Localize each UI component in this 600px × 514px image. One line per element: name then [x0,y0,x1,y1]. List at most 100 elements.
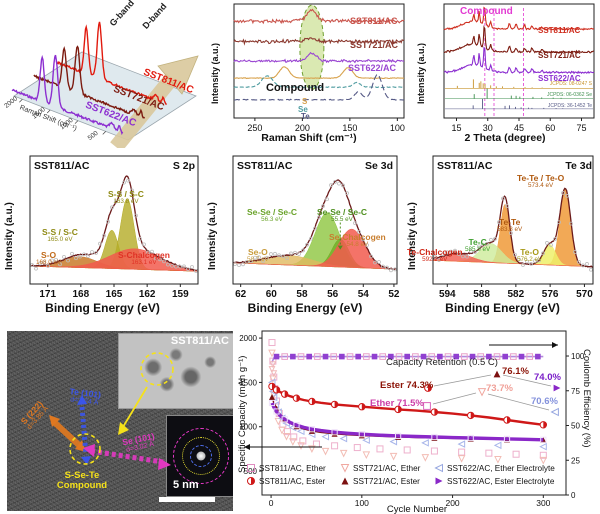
legend-item: SST622/AC, Ether Electrolyte [434,463,555,473]
retention-ester-622: 74.0% [534,372,561,383]
xps-se3d-plot: 62 60 58 56 54 52 [232,155,400,300]
axis-tick-label: 200 [445,498,459,508]
retention-ester-811: Ester 74.3% [380,380,434,391]
s-lattice-bar [51,419,83,449]
axis-tick-label: 1500 [239,378,257,387]
se-lattice-bar [90,448,164,465]
legend-marker [247,464,255,472]
legend-item: SST811/AC, Ester [246,476,325,486]
compound-label: S-Se-Te Compound [45,470,119,492]
xps-te3d-panel: 594 588 582 576 570 SST811/AC Te 3d Intensit… [405,148,600,325]
peak-name: Se-Chalcogen [329,232,386,242]
legend-label: SST721/AC, Ether [353,463,421,473]
te3d-peak-label: Te-Te 583.8 eV [497,217,522,234]
s2p-peak-label: S-S / S-C 163.8 eV [108,189,144,206]
xrd-plot: 15 30 45 60 75 [443,3,595,133]
axis-tick-label: 75 [571,387,580,396]
raman-label-sst811: SST811/AC [350,16,398,26]
s2p-peak-label: S-Chalcogen 163.1 eV [118,250,170,267]
raman-panel: 250 200 150 100 Intensity (a.u.) Raman Shif… [208,0,410,148]
te-lattice-bar [79,406,89,456]
peak-ev: 585.8 eV [465,246,491,254]
s2p-peak-label: S-S / S-C 165.0 eV [42,227,78,244]
xrd-label-sst622: SST622/AC [538,74,581,83]
axis-tick-label: 200 [295,123,310,133]
peak-name: S-S / S-C [108,189,144,199]
axis-tick-label: 15 [451,123,461,133]
se-lattice-arrow-head [83,444,95,457]
axis-tick-label: 75 [576,123,586,133]
axis-tick-label: 60 [545,123,555,133]
raman-label-se: Se [298,105,308,114]
te-lattice-arrow-head [81,456,91,465]
s2p-x-axis-label: Binding Energy (eV) [45,301,160,315]
compound-line2: Compound [56,480,108,492]
jcpds-label-te: JCPDS: 36-1452 Te [547,103,592,109]
peak-name: S-S / S-C [42,227,78,237]
raman-label-te: Te [301,112,310,121]
s2p-peak-label: S-O 168.0 eV [36,250,61,267]
raman-y-axis-label: Intensity (a.u.) [210,42,220,104]
legend-marker [341,477,349,485]
axis-tick-label: 159 [172,289,189,300]
axis-tick-label: 54 [358,289,370,300]
peak-name: S-O [41,250,57,260]
tem-annotations [49,352,174,470]
fft-ring-inner [189,445,212,467]
axis-tick-label: 150 [342,123,357,133]
s2p-y-axis-label: Intensity (a.u.) [4,202,15,270]
te3d-sample-label: SST811/AC [437,160,493,172]
raman-plot: 250 200 150 100 [233,3,405,133]
tem-inset-image [118,333,233,409]
xrd-compound-label: Compound [460,6,513,17]
peak-ev: 592.2 eV [422,256,448,264]
axis-tick-label: 100 [355,498,369,508]
compound-label: Compound [266,82,325,94]
axis-tick-label: 1000 [239,423,257,432]
legend-item: SST721/AC, Ester [340,476,420,486]
raman-label-s: S [302,97,308,106]
peak-ev: 163.8 eV [113,198,139,206]
raman-label-sst622: SST622/AC [348,63,397,73]
xrd-label-sst811: SST811/AC [538,26,581,35]
axis-tick-label: 30 [483,123,493,133]
xps-te3d-plot: 594 588 582 576 570 [432,155,594,300]
fft-ring-outer [172,428,229,484]
axis-tick-label: 300 [536,498,550,508]
peak-name: Te-Te / Te-O [517,173,565,183]
xrd-x-axis-label: 2 Theta (degree) [464,132,546,144]
se3d-peak-label: Se-O 58.7 eV [247,247,269,264]
axis-tick-label: 162 [139,289,156,300]
peak-name: Se-Se / Se-C [317,207,368,217]
se3d-peak-label: Se-Se / Se-C 55.5 eV [317,207,368,224]
peak-ev: 55.5 eV [331,216,353,224]
axis-tick-label: 0 [571,491,576,500]
peak-ev: 576.2 eV [517,256,543,264]
legend-label: SST811/AC, Ether [259,463,326,473]
xps-se3d-panel: 62 60 58 56 54 52 SST811/AC Se 3d Intensity (… [205,148,405,325]
peak-ev: 573.4 eV [528,182,554,190]
legend-marker [340,464,350,473]
legend-item: SST622/AC, Ester Electrolyte [434,476,554,486]
axis-tick-label: 500 [87,130,100,142]
legend-item: SST811/AC, Ether [246,463,326,473]
tem-panel: SST811/AC S (222) d=3.85 Å Te (101) d=3.… [7,331,233,511]
te3d-peak-label: Te-O 576.2 eV [517,247,543,264]
axis-tick-label: 100 [390,123,405,133]
legend-marker [434,463,443,473]
axis-tick-label: 165 [106,289,123,300]
peak-name: Se-O [247,247,268,257]
axis-tick-label: 171 [39,289,56,300]
axis-tick-label: 62 [235,289,247,300]
retention-ether-811: Ether 71.5% [370,398,424,409]
se3d-sample-label: SST811/AC [237,160,293,172]
peak-name: Te-O [520,247,539,257]
efficiency-y-axis-label: Coulomb Efficiency (%) [581,349,592,448]
te-lattice-label: Te (101) d=3.24 Å [68,386,101,408]
fft-ring-middle [181,437,220,475]
axis-tick-label: 576 [542,289,559,300]
axis-tick-label: 56 [327,289,339,300]
axis-tick-label: 250 [247,123,262,133]
